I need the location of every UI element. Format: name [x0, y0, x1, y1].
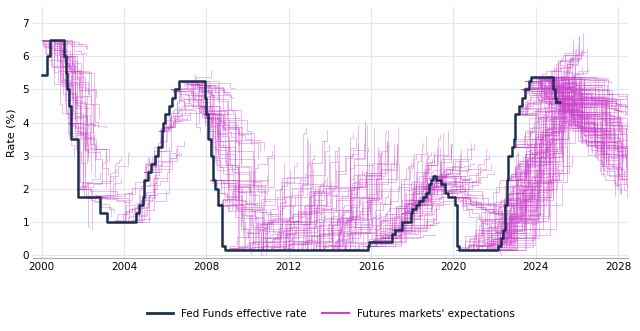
Y-axis label: Rate (%): Rate (%): [7, 108, 17, 157]
Legend: Fed Funds effective rate, Futures markets' expectations: Fed Funds effective rate, Futures market…: [143, 305, 519, 323]
